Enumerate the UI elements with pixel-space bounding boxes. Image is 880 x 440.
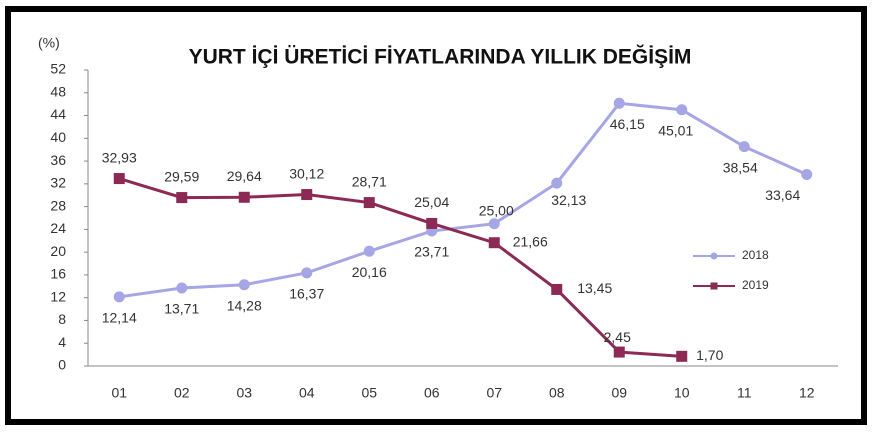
- marker: [551, 283, 563, 295]
- marker: [113, 173, 125, 185]
- x-tick-label: 04: [299, 385, 315, 401]
- legend-marker: [710, 282, 718, 290]
- data-label: 29,64: [227, 168, 262, 184]
- y-tick-label: 4: [58, 334, 66, 350]
- data-label: 25,00: [479, 202, 514, 218]
- data-label: 12,14: [102, 310, 137, 326]
- series-line: [118, 177, 682, 358]
- marker: [426, 217, 438, 229]
- data-label: 23,71: [414, 244, 449, 260]
- data-label: 25,04: [414, 194, 449, 210]
- y-tick-label: 44: [50, 106, 66, 122]
- y-tick-label: 40: [50, 129, 66, 145]
- marker: [676, 104, 688, 116]
- data-label: 13,45: [577, 280, 612, 296]
- y-tick-label: 32: [50, 175, 66, 191]
- legend-marker: [710, 252, 718, 260]
- data-label: 38,54: [723, 159, 758, 175]
- marker: [488, 237, 500, 249]
- x-tick-label: 02: [174, 385, 190, 401]
- y-axis-label: (%): [38, 35, 60, 51]
- legend-label: 2018: [742, 248, 769, 262]
- y-tick-label: 12: [50, 288, 66, 304]
- chart-title: YURT İÇİ ÜRETİCİ FİYATLARINDA YILLIK DEĞ…: [189, 45, 692, 69]
- marker: [551, 177, 563, 189]
- y-tick-label: 8: [58, 311, 66, 327]
- y-tick-label: 0: [58, 357, 66, 373]
- data-label: 13,71: [164, 301, 199, 317]
- x-tick-label: 12: [799, 385, 815, 401]
- x-tick-label: 11: [737, 385, 752, 401]
- data-label: 29,59: [164, 168, 199, 184]
- y-tick-label: 16: [50, 266, 66, 282]
- marker: [363, 197, 375, 209]
- data-label: 16,37: [289, 286, 324, 302]
- legend-label: 2019: [742, 278, 769, 292]
- x-tick-label: 01: [111, 385, 127, 401]
- series-line: [119, 101, 808, 299]
- marker: [238, 279, 250, 291]
- x-tick-label: 09: [611, 385, 627, 401]
- marker: [176, 282, 188, 294]
- data-label: 32,93: [102, 149, 137, 165]
- x-tick-label: 06: [424, 385, 440, 401]
- y-tick-label: 52: [50, 61, 66, 77]
- marker: [801, 169, 813, 181]
- y-tick-label: 48: [50, 83, 66, 99]
- data-label: 30,12: [289, 165, 324, 181]
- y-tick-label: 24: [50, 220, 66, 236]
- x-tick-label: 05: [361, 385, 377, 401]
- x-tick-label: 08: [549, 385, 565, 401]
- data-label: 14,28: [227, 297, 262, 313]
- y-tick-label: 28: [50, 197, 66, 213]
- frame: [5, 6, 867, 425]
- x-tick-label: 03: [236, 385, 252, 401]
- marker: [738, 141, 750, 153]
- marker: [113, 291, 125, 303]
- y-tick-label: 20: [50, 243, 66, 259]
- x-tick-label: 10: [674, 385, 690, 401]
- marker: [363, 245, 375, 257]
- data-label: 1,70: [696, 347, 723, 363]
- data-label: 33,64: [765, 187, 800, 203]
- data-label: 20,16: [352, 264, 387, 280]
- data-label: 28,71: [352, 173, 387, 189]
- data-label: 21,66: [513, 233, 548, 249]
- marker: [613, 346, 625, 358]
- marker: [176, 192, 188, 204]
- data-label: 45,01: [658, 122, 693, 138]
- y-tick-label: 36: [50, 152, 66, 168]
- marker: [488, 218, 500, 230]
- marker: [301, 189, 313, 201]
- data-label: 46,15: [610, 116, 645, 132]
- marker: [238, 191, 250, 203]
- data-label: 32,13: [551, 192, 586, 208]
- data-label: 2,45: [604, 329, 631, 345]
- marker: [676, 350, 688, 362]
- x-tick-label: 07: [486, 385, 502, 401]
- marker: [301, 267, 313, 279]
- marker: [613, 97, 625, 109]
